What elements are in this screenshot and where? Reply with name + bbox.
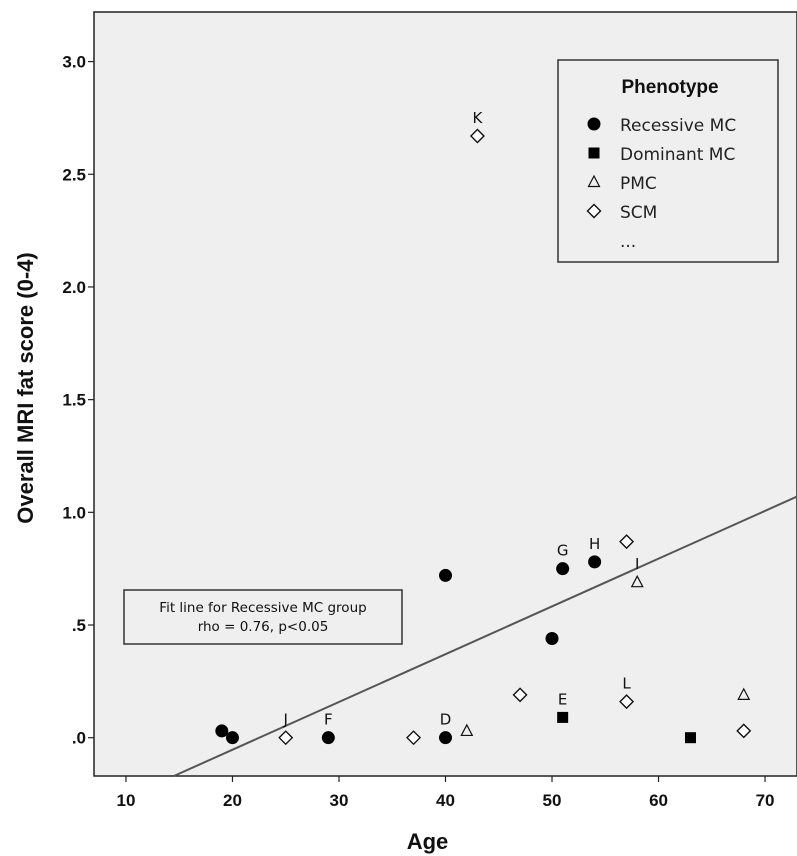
legend-label: Dominant MC [620,145,735,165]
point-scm [469,128,485,144]
y-tick-label: 1.0 [62,503,86,522]
point-scm [406,730,422,746]
point-label: J [283,711,288,729]
legend-label: ... [620,232,636,252]
y-tick-label: .0 [72,729,86,748]
point-label: D [440,711,452,729]
x-tick-label: 30 [330,791,349,810]
annotation-box [123,589,403,645]
legend-marker [587,174,601,188]
legend: Phenotype Recessive MC Dominant MC PMC SCM..… [557,59,779,263]
legend-label: Recessive MC [620,116,736,136]
point-label: H [589,535,600,553]
x-axis-title: Age [407,829,449,854]
annotation-line: Fit line for Recessive MC group [159,600,366,616]
point-label: L [622,675,631,693]
y-tick-label: 3.0 [62,53,86,72]
point-label: G [557,542,569,560]
point-label: I [635,555,639,573]
x-tick-label: 50 [543,791,562,810]
legend-marker [588,147,600,159]
x-tick-label: 40 [436,791,455,810]
point-recessive-mc [556,562,570,576]
y-tick-label: 2.0 [62,278,86,297]
legend-marker [587,117,601,131]
point-scm [619,694,635,710]
legend-label: SCM [620,203,657,223]
x-tick-label: 70 [756,791,775,810]
y-axis-title: Overall MRI fat score (0-4) [13,252,38,523]
point-recessive-mc [588,555,602,569]
fit-line [173,495,797,777]
point-recessive-mc [321,731,335,745]
x-tick-label: 60 [649,791,668,810]
point-pmc [737,687,751,700]
point-scm [736,723,752,739]
x-tick-label: 20 [223,791,242,810]
x-tick-label: 10 [116,791,135,810]
point-pmc [630,574,644,588]
point-recessive-mc [545,632,559,646]
point-pmc [460,723,474,737]
annotation-line: rho = 0.76, p<0.05 [198,619,329,635]
point-label: K [473,109,484,127]
point-dominant-mc [557,711,569,723]
point-recessive-mc [439,731,452,745]
y-tick-label: .5 [72,616,86,635]
point-label: F [324,711,333,729]
point-recessive-mc [439,568,452,582]
point-dominant-mc [684,732,696,744]
point-recessive-mc [215,724,229,738]
legend-box [557,59,779,263]
fit-annotation: Fit line for Recessive MC group rho = 0.7… [123,589,403,645]
legend-label: PMC [620,174,657,194]
point-scm [619,534,635,550]
data-points: F D G H E I J K L [215,109,752,746]
point-scm [512,687,528,703]
point-scm [278,730,294,746]
y-tick-label: 1.5 [62,391,86,410]
legend-marker [586,203,602,219]
y-tick-label: 2.5 [62,165,86,184]
point-label: E [558,690,567,708]
legend-title: Phenotype [621,77,718,98]
axis-ticks: 10 20 30 40 50 60 70 .0 .5 1.0 1.5 2.0 2.5 3.0 [62,53,774,810]
point-recessive-mc [225,731,239,745]
